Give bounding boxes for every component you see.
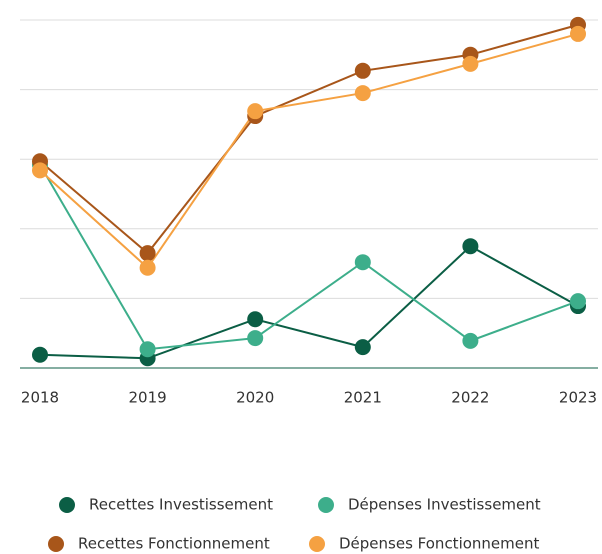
legend-swatch (309, 536, 325, 552)
data-point (462, 55, 479, 72)
x-tick-label: 2019 (129, 389, 167, 407)
data-point (247, 311, 264, 328)
data-point (247, 330, 264, 347)
legend-label: Dépenses Investissement (348, 496, 541, 514)
legend-label: Recettes Investissement (89, 496, 273, 514)
data-point (32, 346, 48, 363)
series-line (39, 23, 579, 255)
legend-swatch (59, 497, 75, 513)
data-point (354, 85, 371, 102)
data-point (354, 254, 371, 271)
data-point (462, 238, 479, 255)
data-point (32, 162, 48, 179)
data-point (570, 25, 586, 42)
data-point (354, 339, 371, 356)
data-point (570, 293, 586, 310)
series-line (39, 244, 579, 360)
legend-label: Recettes Fonctionnement (78, 535, 270, 553)
legend-swatch (318, 497, 334, 513)
series-line (39, 32, 579, 270)
data-point (462, 332, 479, 349)
x-tick-label: 2023 (559, 389, 597, 407)
legend-swatch (48, 536, 64, 552)
legend-label: Dépenses Fonctionnement (339, 535, 540, 553)
x-tick-label: 2022 (451, 389, 489, 407)
data-point (247, 103, 264, 120)
x-tick-label: 2018 (21, 389, 59, 407)
data-point (139, 245, 156, 262)
x-tick-label: 2020 (236, 389, 274, 407)
data-point (139, 341, 156, 358)
series-line (39, 164, 579, 351)
data-point (354, 62, 371, 79)
data-point (139, 259, 156, 276)
x-tick-label: 2021 (344, 389, 382, 407)
